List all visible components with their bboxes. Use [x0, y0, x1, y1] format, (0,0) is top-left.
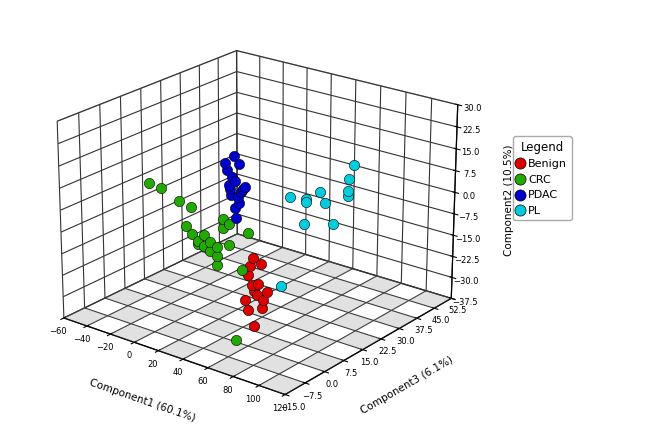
X-axis label: Component1 (60.1%): Component1 (60.1%) [88, 377, 197, 423]
Y-axis label: Component3 (6.1%): Component3 (6.1%) [359, 355, 455, 416]
Legend: Benign, CRC, PDAC, PL: Benign, CRC, PDAC, PL [513, 136, 571, 221]
